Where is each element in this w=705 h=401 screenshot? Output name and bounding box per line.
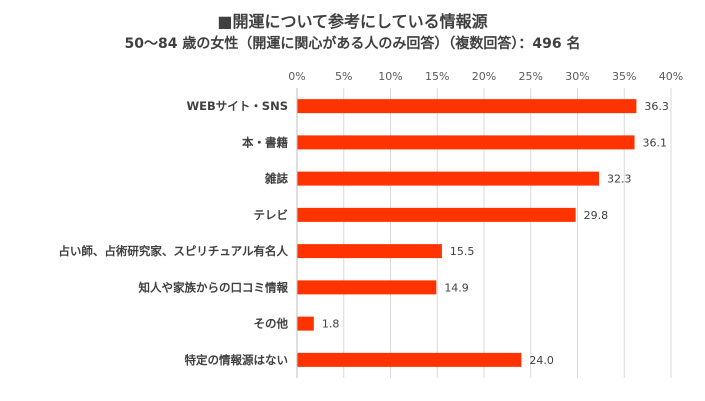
data-labels: 36.3 36.1 32.3 29.8 15.5 14.9 1.8 24.0 — [322, 100, 669, 367]
category-label: テレビ — [254, 208, 289, 222]
data-label: 15.5 — [450, 245, 475, 258]
data-label: 36.3 — [644, 100, 669, 113]
category-label: 特定の情報源はない — [185, 353, 289, 367]
bar — [297, 171, 600, 186]
x-tick-label: 0% — [288, 70, 305, 83]
data-label: 29.8 — [584, 209, 609, 222]
category-label: 占い師、占術研究家、スピリチュアル有名人 — [58, 244, 288, 258]
category-label: WEBサイト・SNS — [187, 99, 289, 113]
x-tick-label: 25% — [519, 70, 543, 83]
data-label: 14.9 — [444, 281, 469, 294]
bar — [297, 316, 314, 331]
bar — [297, 244, 442, 259]
category-label: 雑誌 — [264, 172, 288, 186]
data-label: 24.0 — [529, 354, 554, 367]
data-label: 32.3 — [607, 173, 632, 186]
bars — [297, 99, 637, 367]
category-labels: WEBサイト・SNS 本・書籍雑誌テレビ占い師、占術研究家、スピリチュアル有名人知… — [58, 99, 288, 367]
x-tick-label: 15% — [425, 70, 449, 83]
bar — [297, 207, 576, 222]
chart-title: ■開運について参考にしている情報源 — [217, 12, 488, 31]
data-label: 36.1 — [643, 136, 668, 149]
x-axis-ticks: 0% 5% 10% 15% 20% 25% 30% 35% 40% — [288, 70, 683, 83]
bar — [297, 352, 522, 367]
chart-subtitle: 50～84 歳の女性（開運に関心がある人のみ回答）（複数回答）：496 名 — [124, 36, 581, 52]
data-label: 1.8 — [322, 318, 340, 331]
x-tick-label: 40% — [659, 70, 683, 83]
x-tick-label: 10% — [378, 70, 402, 83]
x-tick-label: 30% — [565, 70, 589, 83]
bar — [297, 280, 437, 295]
gridlines — [343, 88, 672, 378]
bar — [297, 99, 637, 114]
category-label: 知人や家族からの口コミ情報 — [138, 280, 289, 294]
x-tick-label: 35% — [612, 70, 636, 83]
x-tick-label: 5% — [335, 70, 352, 83]
bar — [297, 135, 635, 150]
x-tick-label: 20% — [472, 70, 496, 83]
category-label: 本・書籍 — [242, 135, 288, 149]
category-label: その他 — [254, 317, 289, 331]
